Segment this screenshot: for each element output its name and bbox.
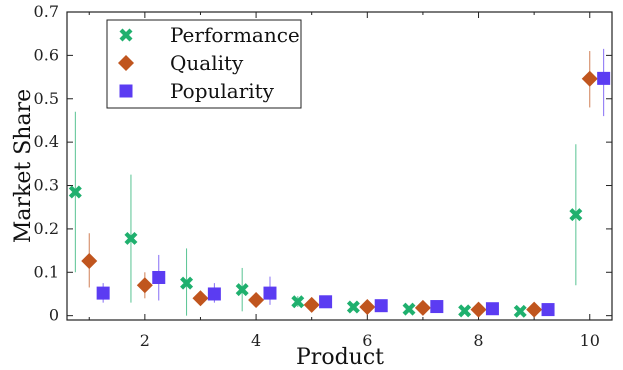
- y-tick-label: 0.7: [34, 2, 59, 21]
- x-axis-title: Product: [296, 345, 384, 370]
- legend-performance-label: Performance: [170, 23, 300, 47]
- x-axis-ticks: 2 4 6 8 10: [88, 12, 600, 350]
- y-tick-label: 0.4: [34, 132, 59, 151]
- marker-stroke: [235, 283, 249, 297]
- y-axis-title: Market Share: [11, 89, 36, 243]
- y-tick-label: 0.6: [34, 45, 59, 64]
- marker-stroke: [346, 300, 360, 314]
- quality-point: [192, 290, 209, 307]
- x-tick-label: 10: [580, 331, 600, 350]
- marker-stroke: [458, 304, 472, 318]
- legend-frame: [106, 19, 302, 109]
- marker-stroke: [569, 208, 583, 222]
- series-popularity: [96, 48, 611, 317]
- popularity-point: [96, 286, 110, 300]
- popularity-point: [541, 303, 555, 317]
- quality-point: [248, 292, 265, 309]
- quality-point: [136, 277, 153, 294]
- y-tick-label: 0.3: [34, 176, 59, 195]
- legend: Performance Quality Popularity: [106, 19, 302, 109]
- marker-stroke: [513, 304, 527, 318]
- quality-point: [359, 298, 376, 315]
- quality-point: [526, 301, 543, 318]
- legend-quality-marker: [118, 55, 134, 71]
- legend-popularity-label: Popularity: [170, 79, 275, 103]
- x-tick-label: 2: [140, 331, 150, 350]
- plot-area-frame: [66, 11, 613, 321]
- y-axis-ticks: 0 0.1 0.2 0.3 0.4 0.5 0.6 0.7: [34, 2, 612, 325]
- quality-point: [303, 296, 320, 313]
- data-marks: [68, 48, 611, 318]
- popularity-point: [263, 286, 277, 300]
- performance-point: [291, 295, 305, 309]
- performance-point: [458, 304, 472, 318]
- marker-stroke: [124, 231, 138, 245]
- performance-point: [569, 208, 583, 222]
- popularity-point: [430, 300, 444, 314]
- marker-stroke: [402, 302, 416, 316]
- performance-point: [402, 302, 416, 316]
- x-tick-label: 4: [251, 331, 261, 350]
- x-tick-label: 8: [473, 331, 483, 350]
- performance-point: [346, 300, 360, 314]
- popularity-point: [485, 302, 499, 316]
- y-tick-label: 0: [49, 306, 59, 325]
- quality-point: [581, 70, 598, 87]
- y-tick-label: 0.1: [34, 262, 59, 281]
- popularity-point: [319, 295, 333, 309]
- quality-point: [81, 253, 98, 270]
- legend-performance-marker: [119, 28, 133, 42]
- performance-point: [513, 304, 527, 318]
- marker-stroke: [119, 28, 133, 42]
- performance-point: [124, 231, 138, 245]
- performance-point: [235, 283, 249, 297]
- popularity-point: [152, 270, 166, 284]
- performance-point: [68, 185, 82, 199]
- popularity-point: [597, 71, 611, 85]
- quality-point: [414, 299, 431, 316]
- performance-point: [180, 276, 194, 290]
- series-quality: [81, 51, 598, 318]
- quality-point: [470, 301, 487, 318]
- series-performance: [68, 111, 583, 318]
- x-tick-label: 6: [362, 331, 372, 350]
- y-tick-label: 0.5: [34, 89, 59, 108]
- marker-stroke: [180, 276, 194, 290]
- legend-quality-label: Quality: [170, 51, 244, 75]
- y-tick-label: 0.2: [34, 219, 59, 238]
- marker-stroke: [291, 295, 305, 309]
- popularity-point: [374, 299, 388, 313]
- marker-stroke: [68, 185, 82, 199]
- popularity-point: [207, 287, 221, 301]
- legend-popularity-marker: [119, 84, 133, 98]
